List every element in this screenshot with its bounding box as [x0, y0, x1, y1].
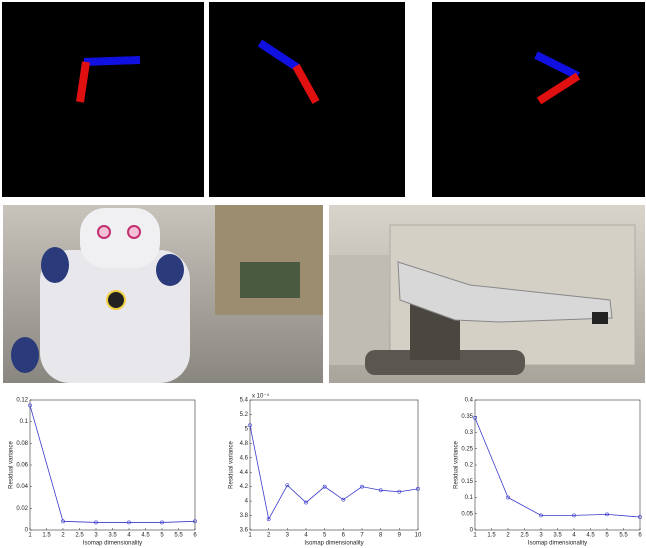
y-tick-label: 0.04: [16, 484, 28, 490]
x-tick-label: 4: [304, 533, 308, 539]
x-tick-label: 5: [323, 533, 327, 539]
y-tick-label: 0.1: [465, 495, 474, 501]
y-axis-label: Residual variance: [9, 440, 15, 488]
x-tick-label: 2.5: [75, 533, 84, 539]
x-tick-label: 2: [267, 533, 271, 539]
y-tick-label: 4.4: [240, 470, 249, 476]
x-tick-label: 4: [127, 533, 131, 539]
y-tick-label: 5: [245, 426, 249, 432]
x-tick-label: 6: [342, 533, 346, 539]
x-axis-label: Isomap dimensionality: [304, 541, 363, 547]
nao-photo: [3, 205, 323, 383]
x-tick-label: 3: [286, 533, 290, 539]
x-tick-label: 3: [94, 533, 98, 539]
x-tick-label: 2: [506, 533, 510, 539]
x-tick-label: 7: [360, 533, 364, 539]
x-tick-label: 6: [193, 533, 197, 539]
plot-area: [30, 400, 195, 530]
y-tick-label: 0.1: [20, 419, 29, 425]
y-tick-label: 3.8: [240, 513, 249, 519]
arm-link: [84, 60, 140, 62]
y-tick-label: 0.05: [461, 511, 473, 517]
y-tick-label: 5.2: [240, 412, 249, 418]
y-tick-label: 0.35: [461, 414, 473, 420]
x-axis-label: Isomap dimensionality: [83, 541, 142, 547]
y-tick-label: 4.8: [240, 441, 249, 447]
y-tick-label: 0.02: [16, 506, 28, 512]
line-chart: 3.6 3.8 4 4.2 4.4 4.6 4.8 5 5.2 5.4 1 2 3 4 5 6 7 8 9 10 Iso…: [229, 393, 422, 547]
x-tick-label: 1: [248, 533, 252, 539]
x-tick-label: 2: [61, 533, 65, 539]
y-tick-label: 0.06: [16, 463, 28, 469]
x-tick-label: 3.5: [108, 533, 117, 539]
y-tick-label: 0.12: [16, 398, 28, 404]
x-tick-label: 9: [398, 533, 402, 539]
x-tick-label: 1: [473, 533, 477, 539]
line-chart: 00.050.10.150.20.250.30.350.411.522.533.…: [454, 398, 643, 547]
y-tick-label: 0.4: [465, 398, 474, 404]
plot-area: [475, 400, 640, 530]
x-tick-label: 1.5: [42, 533, 51, 539]
y-tick-label: 4.6: [240, 455, 249, 461]
x-tick-label: 6: [638, 533, 642, 539]
y-tick-label: 0.15: [461, 479, 473, 485]
x-tick-label: 4.5: [586, 533, 595, 539]
figure-svg: 00.020.040.060.080.10.1211.522.533.544.5…: [0, 0, 646, 548]
x-tick-label: 2.5: [520, 533, 529, 539]
x-tick-label: 5: [605, 533, 609, 539]
arm-panel: [209, 2, 405, 197]
x-tick-label: 5: [160, 533, 164, 539]
x-tick-label: 1: [28, 533, 32, 539]
x-axis-label: Isomap dimensionality: [528, 541, 587, 547]
industrial-arm-photo: [329, 205, 645, 383]
x-tick-label: 8: [379, 533, 383, 539]
y-tick-label: 3.6: [240, 528, 249, 534]
x-tick-label: 3.5: [553, 533, 562, 539]
x-tick-label: 4: [572, 533, 576, 539]
x-tick-label: 5.5: [619, 533, 628, 539]
x-tick-label: 4.5: [141, 533, 150, 539]
y-scale-label: x 10⁻⁴: [252, 393, 270, 400]
y-tick-label: 0.3: [465, 430, 474, 436]
plot-area: [250, 400, 418, 530]
y-tick-label: 4.2: [240, 484, 249, 490]
x-tick-label: 3: [539, 533, 543, 539]
y-tick-label: 0.25: [461, 446, 473, 452]
x-tick-label: 1.5: [487, 533, 496, 539]
y-axis-label: Residual variance: [454, 440, 460, 488]
y-tick-label: 5.4: [240, 398, 249, 404]
y-tick-label: 0.08: [16, 441, 28, 447]
arm-panels: [2, 2, 645, 197]
y-tick-label: 0.2: [465, 463, 474, 469]
y-tick-label: 4: [245, 499, 249, 505]
figure: 00.020.040.060.080.10.1211.522.533.544.5…: [0, 0, 646, 548]
y-axis-label: Residual variance: [229, 440, 235, 488]
x-tick-label: 5.5: [174, 533, 183, 539]
arm-panel: [2, 2, 204, 197]
x-tick-label: 10: [415, 533, 422, 539]
